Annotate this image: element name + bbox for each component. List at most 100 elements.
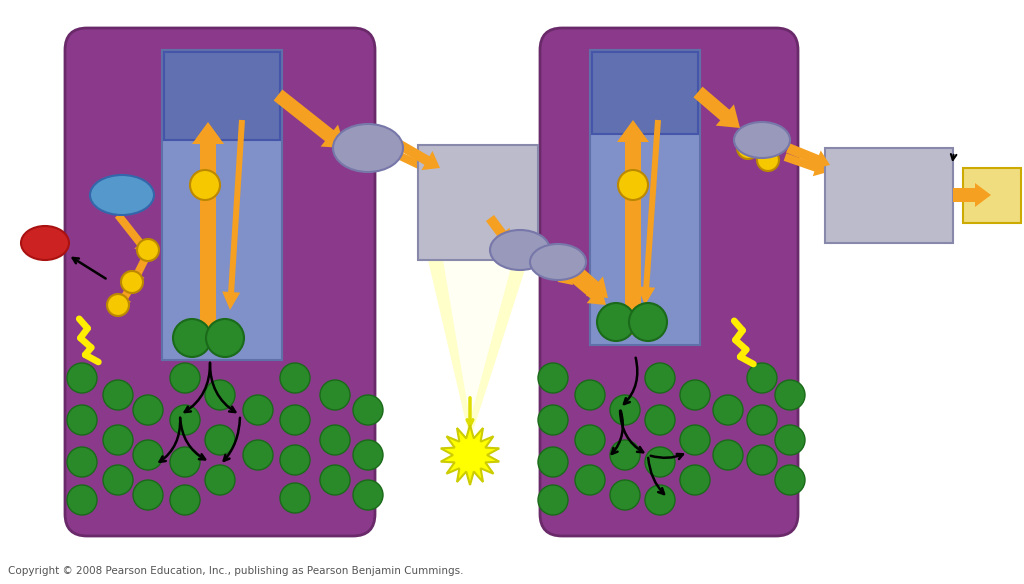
Circle shape	[645, 447, 675, 477]
Circle shape	[353, 480, 383, 510]
Circle shape	[645, 485, 675, 515]
Circle shape	[103, 465, 133, 495]
Polygon shape	[545, 246, 575, 278]
Polygon shape	[440, 425, 500, 485]
Polygon shape	[637, 120, 662, 305]
Polygon shape	[130, 251, 152, 285]
Polygon shape	[443, 260, 513, 420]
Ellipse shape	[530, 244, 586, 280]
Bar	[164, 52, 280, 140]
Polygon shape	[786, 143, 830, 169]
Polygon shape	[565, 269, 606, 305]
Circle shape	[121, 271, 143, 293]
Circle shape	[243, 395, 273, 425]
Text: Copyright © 2008 Pearson Education, Inc., publishing as Pearson Benjamin Cumming: Copyright © 2008 Pearson Education, Inc.…	[8, 566, 464, 576]
FancyBboxPatch shape	[65, 28, 375, 536]
Circle shape	[103, 425, 133, 455]
FancyBboxPatch shape	[540, 28, 798, 536]
Ellipse shape	[734, 122, 790, 158]
Circle shape	[746, 405, 777, 435]
Circle shape	[353, 440, 383, 470]
Circle shape	[775, 425, 805, 455]
Circle shape	[170, 363, 200, 393]
Circle shape	[353, 395, 383, 425]
Circle shape	[103, 380, 133, 410]
Circle shape	[205, 380, 234, 410]
Circle shape	[680, 425, 710, 455]
Circle shape	[67, 485, 97, 515]
Circle shape	[757, 149, 779, 171]
Polygon shape	[397, 141, 440, 170]
Circle shape	[680, 465, 710, 495]
Circle shape	[575, 425, 605, 455]
Ellipse shape	[490, 230, 550, 270]
Circle shape	[575, 465, 605, 495]
Circle shape	[775, 465, 805, 495]
Polygon shape	[118, 283, 135, 308]
Polygon shape	[617, 120, 649, 335]
Circle shape	[538, 447, 568, 477]
Polygon shape	[273, 89, 345, 148]
Polygon shape	[953, 183, 991, 207]
Circle shape	[597, 303, 635, 341]
Circle shape	[319, 425, 350, 455]
Circle shape	[173, 319, 211, 357]
Circle shape	[280, 445, 310, 475]
Polygon shape	[783, 153, 828, 176]
Circle shape	[610, 480, 640, 510]
Polygon shape	[428, 260, 528, 440]
Bar	[162, 50, 282, 360]
Circle shape	[133, 480, 163, 510]
Polygon shape	[222, 120, 245, 310]
Circle shape	[645, 405, 675, 435]
Circle shape	[133, 395, 163, 425]
Bar	[418, 145, 538, 260]
Polygon shape	[693, 86, 740, 128]
Circle shape	[206, 319, 244, 357]
Polygon shape	[486, 215, 510, 245]
Circle shape	[610, 440, 640, 470]
Circle shape	[538, 485, 568, 515]
Bar	[825, 148, 953, 243]
Circle shape	[170, 447, 200, 477]
Ellipse shape	[90, 175, 154, 215]
Circle shape	[170, 485, 200, 515]
Circle shape	[205, 465, 234, 495]
Circle shape	[280, 405, 310, 435]
Circle shape	[243, 440, 273, 470]
Circle shape	[629, 303, 667, 341]
Polygon shape	[566, 260, 608, 298]
Circle shape	[67, 363, 97, 393]
Circle shape	[713, 440, 743, 470]
Circle shape	[190, 170, 220, 200]
Circle shape	[645, 363, 675, 393]
Circle shape	[133, 440, 163, 470]
Circle shape	[67, 447, 97, 477]
Circle shape	[319, 380, 350, 410]
Circle shape	[205, 425, 234, 455]
Circle shape	[67, 405, 97, 435]
Circle shape	[618, 170, 648, 200]
Bar	[592, 52, 698, 134]
Circle shape	[610, 395, 640, 425]
Circle shape	[575, 380, 605, 410]
Circle shape	[680, 380, 710, 410]
Circle shape	[538, 363, 568, 393]
Circle shape	[538, 405, 568, 435]
Circle shape	[746, 363, 777, 393]
Circle shape	[746, 445, 777, 475]
Polygon shape	[115, 213, 148, 253]
Circle shape	[319, 465, 350, 495]
Circle shape	[713, 395, 743, 425]
Circle shape	[775, 380, 805, 410]
Ellipse shape	[333, 124, 403, 172]
Bar	[963, 168, 1021, 223]
Polygon shape	[193, 122, 224, 348]
Circle shape	[737, 137, 759, 159]
Bar	[590, 50, 700, 345]
Polygon shape	[543, 254, 573, 285]
Ellipse shape	[22, 226, 69, 260]
Circle shape	[106, 294, 129, 316]
Circle shape	[280, 363, 310, 393]
Circle shape	[280, 483, 310, 513]
